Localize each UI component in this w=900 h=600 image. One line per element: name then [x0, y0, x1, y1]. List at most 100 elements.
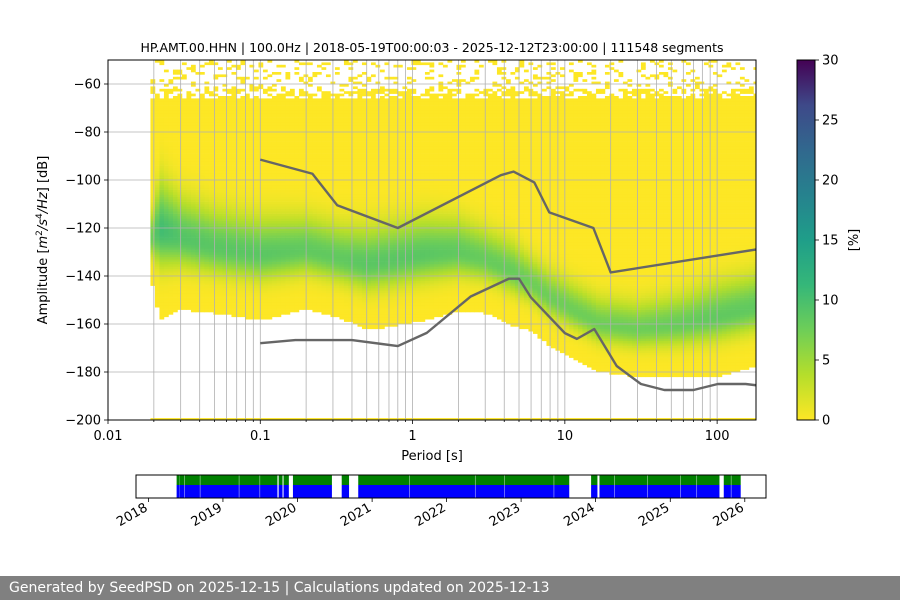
heatmap-cell [343, 112, 349, 116]
heatmap-cell [321, 127, 327, 130]
heatmap-cell [352, 259, 358, 262]
heatmap-cell [235, 242, 241, 246]
heatmap-cell [240, 168, 246, 171]
heatmap-cell [384, 256, 390, 260]
heatmap-cell [271, 112, 277, 116]
heatmap-cell [190, 208, 196, 212]
heatmap-cell [361, 165, 367, 169]
heatmap-cell [285, 141, 291, 145]
heatmap-cell [199, 175, 205, 178]
heatmap-cell [370, 91, 376, 94]
heatmap-cell [361, 235, 367, 238]
heatmap-cell [348, 213, 354, 217]
heatmap-cell [244, 254, 250, 258]
heatmap-cell [352, 141, 358, 145]
heatmap-cell [190, 273, 196, 277]
heatmap-cell [298, 300, 304, 303]
heatmap-cell [339, 177, 345, 181]
heatmap-cell [307, 300, 313, 303]
heatmap-cell [213, 127, 219, 130]
heatmap-cell [181, 247, 187, 250]
heatmap-cell [226, 228, 232, 231]
heatmap-cell [235, 156, 241, 159]
heatmap-cell [154, 144, 160, 147]
heatmap-cell [339, 120, 345, 123]
heatmap-cell [312, 182, 318, 186]
heatmap-cell [217, 232, 223, 236]
heatmap-cell [226, 103, 232, 106]
heatmap-cell [361, 252, 367, 255]
heatmap-cell [244, 160, 250, 164]
heatmap-cell [339, 223, 345, 226]
heatmap-cell [235, 276, 241, 279]
heatmap-cell [199, 146, 205, 150]
heatmap-cell [226, 283, 232, 286]
heatmap-cell [289, 237, 295, 241]
heatmap-cell [316, 297, 322, 301]
heatmap-cell [357, 220, 363, 224]
heatmap-cell [280, 266, 286, 270]
heatmap-cell [253, 192, 259, 195]
heatmap-cell [316, 290, 322, 294]
heatmap-cell [298, 266, 304, 270]
heatmap-cell [253, 163, 259, 166]
heatmap-cell [199, 108, 205, 111]
heatmap-cell [321, 240, 327, 243]
heatmap-cell [181, 189, 187, 193]
heatmap-cell [357, 247, 363, 250]
heatmap-cell [321, 194, 327, 198]
heatmap-cell [379, 223, 385, 226]
heatmap-cell [231, 273, 237, 277]
heatmap-cell [271, 139, 277, 142]
heatmap-cell [366, 218, 372, 222]
heatmap-cell [258, 117, 264, 121]
heatmap-cell [289, 213, 295, 217]
heatmap-cell [325, 266, 331, 270]
heatmap-cell [177, 120, 183, 123]
heatmap-cell [312, 201, 318, 205]
heatmap-cell [150, 223, 156, 226]
heatmap-cell [280, 168, 286, 171]
heatmap-cell [334, 271, 340, 274]
heatmap-cell [222, 84, 228, 87]
heatmap-cell [271, 194, 277, 198]
heatmap-cell [294, 292, 300, 296]
heatmap-cell [348, 283, 354, 286]
heatmap-cell [271, 280, 277, 284]
heatmap-cell [289, 165, 295, 169]
heatmap-cell [154, 292, 160, 296]
heatmap-cell [379, 326, 385, 330]
heatmap-cell [168, 223, 174, 226]
heatmap-cell [361, 261, 367, 265]
heatmap-cell [348, 110, 354, 114]
heatmap-cell [172, 158, 178, 162]
heatmap-cell [168, 247, 174, 250]
heatmap-cell [379, 192, 385, 195]
heatmap-cell [168, 146, 174, 150]
heatmap-cell [339, 160, 345, 164]
heatmap-cell [357, 160, 363, 164]
heatmap-cell [231, 309, 237, 313]
heatmap-cell [154, 232, 160, 236]
heatmap-cell [177, 103, 183, 106]
heatmap-cell [280, 170, 286, 174]
heatmap-cell [231, 216, 237, 219]
heatmap-cell [339, 211, 345, 214]
heatmap-cell [226, 160, 232, 164]
heatmap-cell [199, 290, 205, 294]
heatmap-cell [384, 316, 390, 320]
heatmap-cell [262, 314, 268, 318]
heatmap-cell [226, 96, 232, 99]
heatmap-cell [177, 199, 183, 202]
heatmap-cell [271, 232, 277, 236]
heatmap-cell [168, 88, 174, 92]
heatmap-cell [370, 108, 376, 111]
heatmap-cell [307, 117, 313, 121]
heatmap-cell [370, 170, 376, 174]
heatmap-cell [240, 60, 246, 63]
heatmap-cell [181, 230, 187, 234]
heatmap-cell [181, 132, 187, 135]
heatmap-cell [199, 98, 205, 102]
heatmap-cell [285, 288, 291, 291]
heatmap-cell [199, 300, 205, 303]
